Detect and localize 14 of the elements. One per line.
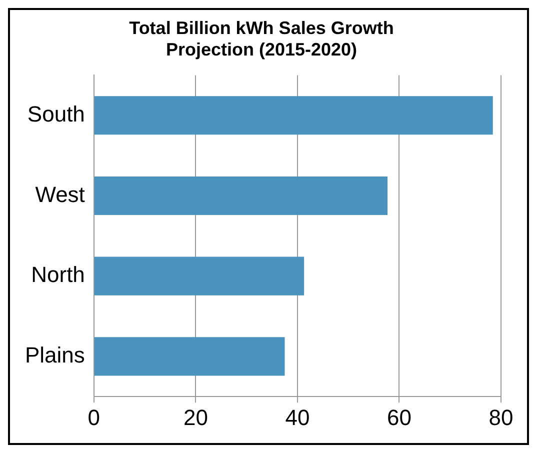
- x-tick-label: 20: [183, 404, 208, 430]
- bar: [94, 256, 304, 296]
- bar: [94, 96, 493, 135]
- x-tick-label: 60: [386, 404, 412, 430]
- chart-title: Total Billion kWh Sales Growth Projection (2015-2020): [129, 18, 394, 60]
- y-tick-label: Plains: [25, 342, 85, 368]
- y-tick-label: North: [31, 262, 85, 288]
- x-tick-label: 80: [488, 404, 514, 430]
- bar: [94, 176, 388, 216]
- x-tick-label: 40: [285, 404, 310, 430]
- bar: [94, 337, 285, 376]
- y-tick-label: South: [27, 101, 85, 126]
- y-tick-label: West: [35, 182, 85, 207]
- x-tick-label: 0: [88, 404, 100, 430]
